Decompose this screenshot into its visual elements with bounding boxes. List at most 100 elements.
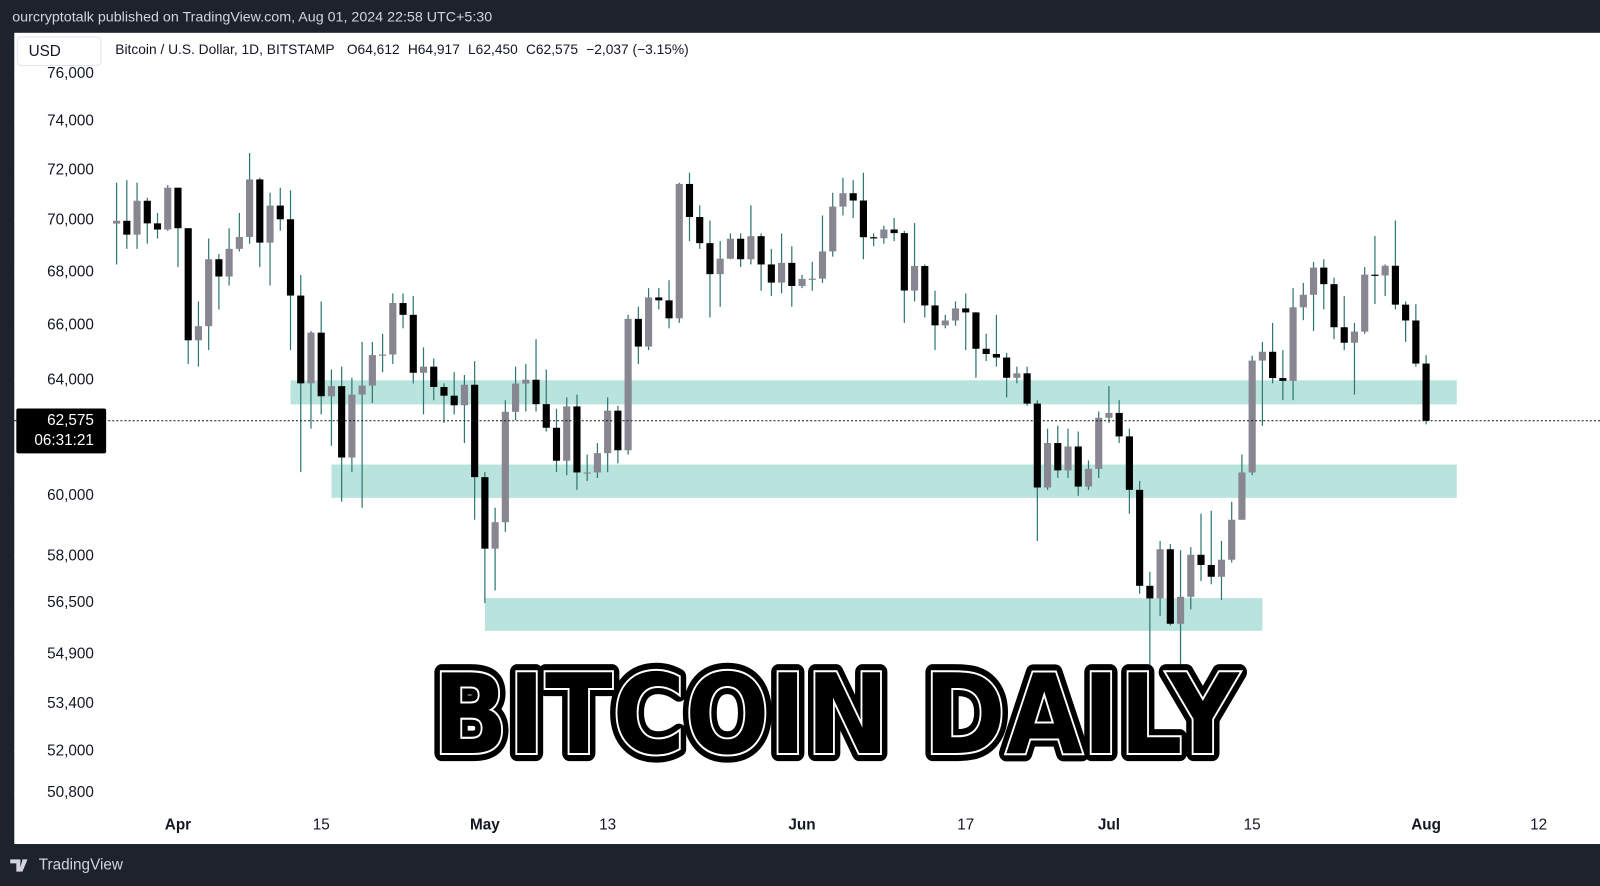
- candle-body: [1084, 468, 1093, 487]
- candle-body: [143, 200, 151, 224]
- candle-body: [297, 295, 305, 384]
- footer-brand: TradingView: [39, 856, 124, 873]
- candle-body: [962, 308, 970, 313]
- candle-body: [133, 200, 141, 235]
- candle-body: [225, 248, 233, 277]
- candle-body: [849, 193, 857, 201]
- candle-body: [430, 366, 438, 387]
- candle-body: [338, 386, 346, 458]
- candle-body: [184, 228, 192, 341]
- candle-body: [194, 326, 203, 341]
- candle-body: [1320, 267, 1328, 285]
- candle-body: [890, 229, 898, 234]
- candle-body: [1381, 265, 1389, 276]
- candle-body: [798, 278, 806, 287]
- candle-body: [982, 348, 990, 354]
- candle-body: [1238, 472, 1246, 520]
- y-tick-label: 52,000: [47, 742, 94, 759]
- candle-body: [123, 220, 131, 235]
- candle-body: [1125, 436, 1133, 490]
- candle-body: [808, 278, 816, 280]
- currency-button[interactable]: [16, 36, 102, 66]
- candle-body: [327, 386, 335, 397]
- y-tick-label: 54,900: [47, 645, 94, 662]
- candle-body: [307, 332, 315, 384]
- candle-body: [624, 318, 632, 451]
- candle-body: [992, 353, 1000, 358]
- candle-body: [910, 266, 919, 291]
- ohlc-value: O64,612: [347, 42, 400, 57]
- candle-body: [716, 258, 724, 275]
- candle-body: [1289, 307, 1297, 381]
- logo-mark: [10, 859, 28, 872]
- candle-body: [1330, 284, 1338, 328]
- candle-body: [818, 251, 827, 279]
- candle-body: [522, 379, 530, 384]
- symbol: Bitcoin / U.S. Dollar, 1D, BITSTAMP: [115, 42, 334, 57]
- candle-body: [1402, 304, 1410, 321]
- candle-body: [1228, 519, 1236, 560]
- candle-body: [348, 394, 356, 458]
- candle-body: [1361, 274, 1369, 332]
- candle-body: [1412, 320, 1420, 364]
- candle-body: [358, 385, 366, 395]
- candle-body: [757, 236, 765, 265]
- candle-body: [1340, 327, 1348, 343]
- candle-body: [1299, 294, 1307, 308]
- candle-body: [286, 219, 295, 296]
- candle-body: [839, 193, 847, 207]
- candle-body: [777, 262, 786, 283]
- y-tick-label: 68,000: [47, 263, 94, 280]
- y-tick-label: 74,000: [47, 112, 94, 129]
- candle-body: [113, 220, 121, 224]
- candle-body: [747, 236, 755, 260]
- candle-body: [409, 314, 417, 373]
- countdown: 06:31:21: [34, 432, 94, 449]
- y-tick-label: 70,000: [47, 212, 94, 229]
- candle-body: [1391, 265, 1399, 305]
- candle-body: [921, 266, 929, 306]
- candle-body: [931, 305, 939, 326]
- x-tick-label: 17: [957, 817, 974, 834]
- candle-body: [235, 236, 243, 249]
- candle-body: [563, 406, 571, 461]
- candle-body: [859, 200, 867, 238]
- candle-body: [737, 238, 745, 260]
- candle-body: [501, 411, 509, 523]
- candle-body: [1422, 363, 1430, 421]
- chart-title: BITCOIN DAILY: [433, 651, 1240, 779]
- y-tick-label: 60,000: [47, 487, 94, 504]
- candle-body: [471, 384, 479, 478]
- candle-body: [399, 303, 407, 315]
- last-price-label: 62,575: [47, 412, 94, 429]
- candle-body: [164, 187, 172, 230]
- candle-body: [685, 183, 694, 217]
- y-tick-label: 76,000: [47, 65, 94, 82]
- x-tick-label: Jul: [1098, 817, 1120, 834]
- candle-body: [1064, 446, 1072, 471]
- title-inline: BITCOIN DAILY: [433, 651, 1240, 779]
- candle-body: [215, 259, 223, 277]
- support-zone: [484, 598, 1263, 631]
- candle-body: [645, 297, 653, 347]
- candle-body: [1146, 585, 1154, 599]
- y-tick-label: 72,000: [47, 161, 94, 178]
- y-tick-label: 64,000: [47, 372, 94, 389]
- candle-body: [379, 354, 387, 356]
- candle-body: [593, 453, 601, 473]
- candle-body: [368, 355, 376, 386]
- candle-body: [604, 410, 612, 454]
- candle-body: [706, 243, 714, 275]
- candle-body: [1074, 446, 1082, 487]
- candle-body: [1197, 554, 1205, 565]
- candle-body: [788, 262, 796, 287]
- candle-body: [1054, 443, 1062, 471]
- publisher-line: ourcryptotalk published on TradingView.c…: [12, 9, 492, 25]
- candle-body: [532, 379, 540, 405]
- candle-body: [829, 206, 837, 252]
- candle-body: [419, 366, 428, 373]
- candle-body: [675, 183, 683, 319]
- candle-body: [256, 179, 264, 243]
- candle-body: [1350, 331, 1359, 343]
